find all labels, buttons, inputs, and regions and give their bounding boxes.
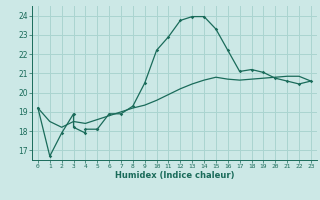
X-axis label: Humidex (Indice chaleur): Humidex (Indice chaleur) (115, 171, 234, 180)
